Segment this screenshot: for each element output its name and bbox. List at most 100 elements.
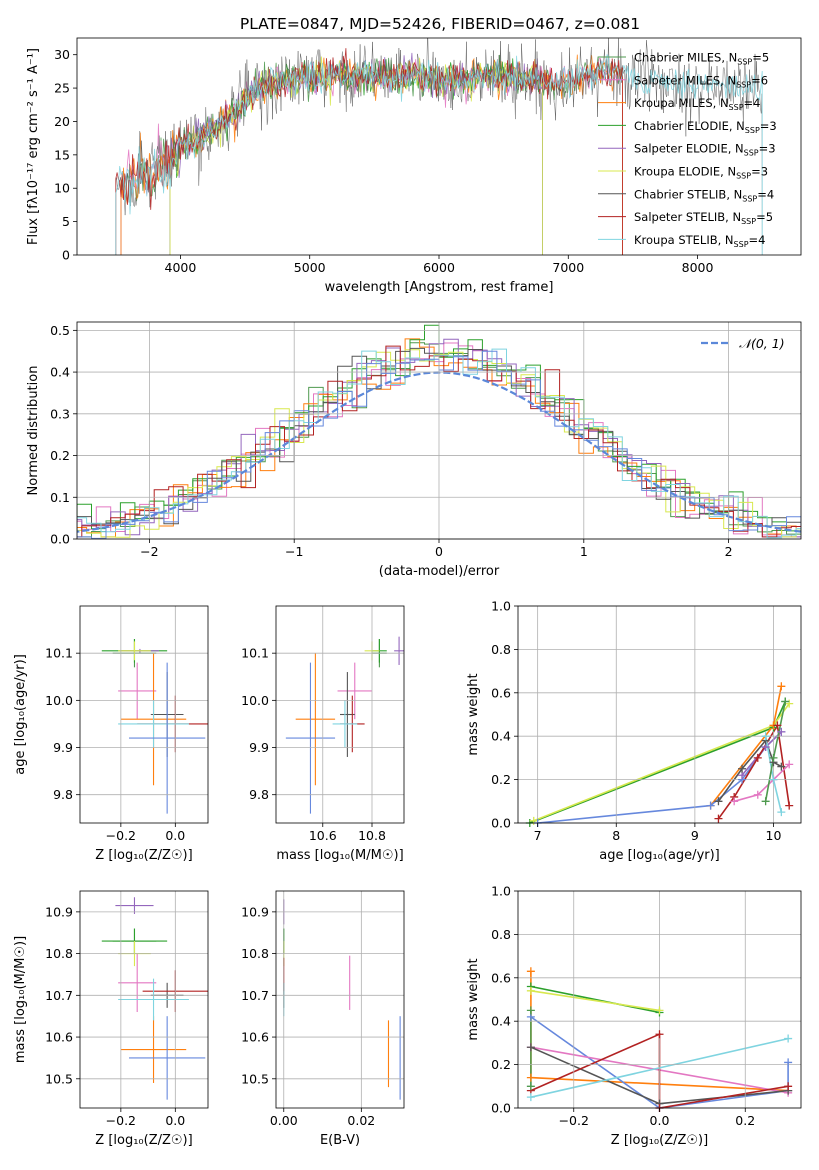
weight-marker: [769, 753, 778, 762]
x-tick-label: 10.8: [358, 828, 386, 843]
weight-marker: [730, 797, 739, 806]
legend-entry: Chabrier ELODIE, NSSP=3: [634, 119, 777, 135]
weight-marker: [784, 1082, 793, 1091]
weight-series-line: [530, 985, 660, 1014]
x-tick-label: 9: [691, 828, 699, 843]
legend-entry: Kroupa STELIB, NSSP=4: [634, 233, 765, 249]
x-tick-label: −2: [140, 544, 158, 559]
weight-series-line: [717, 723, 790, 820]
weight-marker: [781, 697, 790, 706]
legend-entry: Kroupa MILES, NSSP=4: [634, 96, 760, 112]
spectrum-ylabel: Flux [fλ10⁻¹⁷ erg cm⁻² s⁻¹ A⁻¹]: [26, 48, 41, 245]
weight-marker: [785, 760, 794, 769]
weight-marker: [773, 721, 782, 730]
y-tick-label: 9.8: [249, 787, 269, 802]
y-tick-label: 9.8: [53, 787, 73, 802]
weight-marker: [753, 753, 762, 762]
x-tick-label: 0.2: [735, 1113, 755, 1128]
x-tick-label: 4000: [165, 260, 197, 275]
y-tick-label: 0.4: [491, 1014, 511, 1029]
error-bar-point: [115, 897, 154, 914]
y-tick-label: 10.9: [241, 904, 269, 919]
weight-marker: [777, 808, 786, 817]
weight_vs_age-plot-area: [529, 686, 790, 823]
error-bar-point: [129, 662, 206, 814]
legend-entry: Chabrier STELIB, NSSP=4: [634, 187, 774, 203]
y-tick-label: 10.5: [45, 1071, 73, 1086]
mass_vs_ebv-plot-area: [283, 899, 401, 1100]
spectrum-axes: 4000 5000 6000 7000 8000 0 5 10 15 20 25 30 waveleng…: [26, 37, 802, 295]
weight-series-line: [530, 990, 660, 1012]
y-tick-label: 1.0: [491, 599, 511, 614]
x-tick-label: 10: [766, 828, 782, 843]
y-tick-label: 0.2: [491, 772, 511, 787]
error-bar-point: [118, 641, 151, 661]
x-tick-label: 0.0: [650, 1113, 670, 1128]
y-tick-label: 0.6: [491, 970, 511, 985]
age_vs_Z-xlabel: Z [log₁₀(Z/Z☉)]: [95, 848, 192, 863]
age_vs_mass-plot-area: [285, 636, 404, 814]
y-tick-label: 0.4: [491, 729, 511, 744]
y-tick-label: 10.7: [241, 988, 269, 1003]
y-tick-label: 5: [62, 214, 70, 229]
weight-marker: [753, 790, 762, 799]
error-bar-point: [394, 636, 404, 665]
x-tick-label: 8000: [682, 260, 714, 275]
weight-marker: [655, 1030, 664, 1039]
axes-frame: [275, 890, 405, 1109]
spectrum-series-line: [115, 38, 763, 255]
error-bar-point: [337, 662, 372, 720]
y-tick-label: 30: [54, 47, 70, 62]
weight-marker: [784, 1034, 793, 1043]
axes-frame: [79, 605, 209, 824]
y-tick-label: 0.8: [491, 642, 511, 657]
residuals-axes: −2 −1 0 1 2 0.0 0.1 0.2 0.3 0.4 0.5 (data-model)/er…: [26, 321, 802, 579]
x-tick-label: 6000: [423, 260, 455, 275]
y-tick-label: 1.0: [491, 884, 511, 899]
axes-frame: [517, 605, 802, 824]
weight-marker: [526, 1093, 535, 1102]
y-tick-label: 0.2: [50, 448, 70, 463]
weight_vs_Z-xlabel: Z [log₁₀(Z/Z☉)]: [611, 1133, 708, 1148]
y-tick-label: 10.8: [241, 946, 269, 961]
y-tick-label: 25: [54, 81, 70, 96]
weight_vs_age-axes: 7 8 9 10 0.0 0.2 0.4 0.6 0.8 1.0 age [log₁₀(age/yr…: [466, 599, 802, 863]
error-bar-point: [129, 1016, 206, 1100]
x-tick-label: 5000: [294, 260, 326, 275]
error-bar-point: [118, 953, 157, 1013]
y-tick-label: 10.6: [45, 1030, 73, 1045]
weight-marker: [655, 1006, 664, 1015]
spectrum-plot-area: [115, 38, 763, 255]
y-tick-label: 0.0: [491, 816, 511, 831]
legend-entry: Salpeter MILES, NSSP=6: [634, 73, 768, 89]
residuals-plot-area: [77, 324, 801, 539]
y-tick-label: 10.1: [45, 646, 73, 661]
weight-marker: [526, 967, 535, 976]
y-tick-label: 0.0: [491, 1101, 511, 1116]
y-tick-label: 0.3: [50, 406, 70, 421]
axes-frame: [275, 605, 405, 824]
histogram-series: [77, 338, 801, 538]
spectrum-xlabel: wavelength [Angstrom, rest frame]: [325, 280, 554, 295]
age_vs_Z-axes: −0.2 0.0 9.8 9.9 10.0 10.1 Z [log₁₀(Z/Z☉)] age …: [13, 605, 209, 863]
error-bar-point: [332, 700, 358, 748]
legend-entry: Salpeter STELIB, NSSP=5: [634, 210, 773, 226]
mass_vs_ebv-xlabel: E(B-V): [320, 1133, 360, 1148]
mass_vs_Z-ylabel: mass [log₁₀(M/M☉)]: [13, 936, 28, 1063]
x-tick-label: 10.6: [309, 828, 337, 843]
weight_vs_age-xlabel: age [log₁₀(age/yr)]: [599, 848, 720, 863]
spectrum-legend: Chabrier MILES, NSSP=5 Salpeter MILES, NS…: [598, 51, 777, 249]
x-tick-label: 7000: [552, 260, 584, 275]
mass_vs_ebv-axes: 0.00 0.02 10.5 10.6 10.7 10.8 10.9 E(B-V): [241, 890, 405, 1148]
weight-marker: [777, 682, 786, 691]
spectrum-series-line: [115, 53, 763, 255]
weight-marker: [714, 797, 723, 806]
weight-marker: [526, 1043, 535, 1052]
residuals-ylabel: Normed distribution: [26, 366, 41, 496]
x-tick-label: 2: [725, 544, 733, 559]
y-tick-label: 9.9: [53, 740, 73, 755]
x-tick-label: −1: [285, 544, 303, 559]
y-tick-label: 10.5: [241, 1071, 269, 1086]
mass_vs_Z-plot-area: [101, 897, 208, 1100]
